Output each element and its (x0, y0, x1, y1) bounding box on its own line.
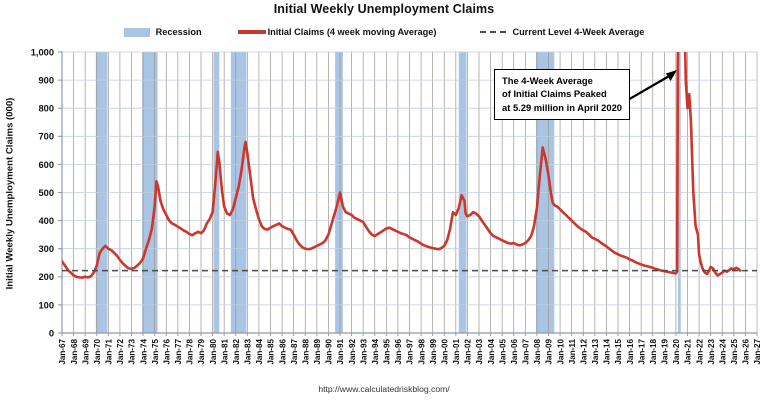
x-tick-label: Jan-72 (116, 339, 125, 365)
annotation-arrow-line (625, 74, 672, 102)
annotation-arrow-head (666, 70, 677, 81)
x-tick-label: Jan-86 (278, 339, 287, 365)
legend-item-initial-claims: Initial Claims (4 week moving Average) (237, 27, 437, 37)
red-line-swatch-icon (237, 30, 266, 34)
legend-label-initial-claims: Initial Claims (4 week moving Average) (267, 27, 437, 37)
x-tick-label: Jan-89 (313, 339, 322, 365)
x-tick-label: Jan-04 (487, 339, 496, 365)
x-tick-label: Jan-10 (556, 339, 565, 365)
x-tick-label: Jan-68 (70, 339, 79, 365)
recession-band-swatch-icon (123, 27, 150, 37)
x-tick-label: Jan-67 (58, 339, 67, 365)
x-tick-label: Jan-01 (452, 339, 461, 365)
x-tick-label: Jan-20 (672, 339, 681, 365)
x-tick-label: Jan-18 (649, 339, 658, 365)
y-tick-label: 0 (49, 328, 54, 338)
y-axis-ticks: 0 100 200 300 400 500 600 700 800 900 1,000 (31, 47, 62, 338)
x-tick-label: Jan-88 (301, 339, 310, 365)
x-tick-label: Jan-24 (718, 339, 727, 365)
legend-label-current-level: Current Level 4-Week Average (512, 27, 645, 37)
chart-title: Initial Weekly Unemployment Claims (273, 2, 495, 16)
x-tick-label: Jan-07 (522, 339, 531, 365)
x-tick-label: Jan-84 (255, 339, 264, 365)
peak-annotation-box: The 4-Week Average of Initial Claims Peak… (494, 69, 631, 121)
x-tick-label: Jan-82 (232, 339, 241, 365)
x-tick-label: Jan-15 (614, 339, 623, 365)
chart-legend: Recession Initial Claims (4 week moving … (0, 27, 768, 37)
x-tick-label: Jan-19 (661, 339, 670, 365)
y-tick-label: 800 (38, 104, 54, 114)
x-tick-label: Jan-94 (371, 339, 380, 365)
x-tick-label: Jan-79 (197, 339, 206, 365)
x-tick-label: Jan-83 (244, 339, 253, 365)
x-tick-label: Jan-92 (348, 339, 357, 365)
legend-item-current-level: Current Level 4-Week Average (480, 27, 644, 37)
x-tick-label: Jan-05 (498, 339, 507, 365)
x-tick-label: Jan-99 (429, 339, 438, 365)
y-tick-label: 600 (38, 160, 54, 170)
x-tick-label: Jan-25 (730, 339, 739, 365)
x-tick-label: Jan-17 (637, 339, 646, 365)
x-tick-label: Jan-78 (186, 339, 195, 365)
y-tick-label: 100 (38, 300, 54, 310)
y-tick-label: 900 (38, 76, 54, 86)
x-tick-label: Jan-73 (128, 339, 137, 365)
x-tick-label: Jan-26 (742, 339, 751, 365)
x-tick-label: Jan-08 (533, 339, 542, 365)
x-tick-label: Jan-81 (220, 339, 229, 365)
y-tick-label: 1,000 (31, 47, 54, 57)
x-tick-label: Jan-95 (383, 339, 392, 365)
x-tick-label: Jan-70 (93, 339, 102, 365)
annotation-line: The 4-Week Average (502, 75, 593, 86)
x-tick-label: Jan-97 (406, 339, 415, 365)
initial-claims-line (62, 52, 742, 279)
x-tick-label: Jan-21 (684, 339, 693, 365)
y-tick-label: 400 (38, 216, 54, 226)
x-tick-label: Jan-80 (209, 339, 218, 365)
x-tick-label: Jan-12 (579, 339, 588, 365)
y-tick-label: 200 (38, 272, 54, 282)
x-tick-label: Jan-13 (591, 339, 600, 365)
y-tick-label: 700 (38, 132, 54, 142)
x-tick-label: Jan-27 (753, 339, 762, 365)
x-tick-label: Jan-96 (394, 339, 403, 365)
x-tick-label: Jan-91 (336, 339, 345, 365)
x-tick-label: Jan-09 (545, 339, 554, 365)
dashed-line-swatch-icon (480, 31, 507, 33)
x-tick-label: Jan-87 (290, 339, 299, 365)
x-tick-label: Jan-76 (162, 339, 171, 365)
x-tick-label: Jan-93 (359, 339, 368, 365)
legend-label-recession: Recession (155, 27, 202, 37)
annotation-line: at 5.29 million in April 2020 (502, 101, 623, 113)
x-tick-label: Jan-74 (139, 339, 148, 365)
source-url: http://www.calculatedriskblog.com/ (318, 384, 450, 394)
x-tick-label: Jan-23 (707, 339, 716, 365)
x-tick-label: Jan-03 (475, 339, 484, 365)
y-tick-label: 500 (38, 188, 54, 198)
x-tick-label: Jan-69 (81, 339, 90, 365)
x-axis-ticks: Jan-67 Jan-68 Jan-69 Jan-70 Jan-71 Jan-72 Jan-… (58, 333, 762, 365)
x-tick-label: Jan-14 (603, 339, 612, 365)
x-tick-label: Jan-71 (105, 339, 114, 365)
x-tick-label: Jan-16 (626, 339, 635, 365)
annotation-line: of Initial Claims Peaked (502, 88, 607, 100)
x-tick-label: Jan-06 (510, 339, 519, 365)
x-tick-label: Jan-75 (151, 339, 160, 365)
x-tick-label: Jan-77 (174, 339, 183, 365)
legend-item-recession: Recession (123, 27, 202, 37)
x-tick-label: Jan-02 (464, 339, 473, 365)
x-tick-label: Jan-85 (267, 339, 276, 365)
x-tick-label: Jan-90 (325, 339, 334, 365)
x-tick-label: Jan-11 (568, 339, 577, 365)
x-tick-label: Jan-22 (695, 339, 704, 365)
y-tick-label: 300 (38, 244, 54, 254)
x-tick-label: Jan-98 (417, 339, 426, 365)
x-tick-label: Jan-00 (440, 339, 449, 365)
